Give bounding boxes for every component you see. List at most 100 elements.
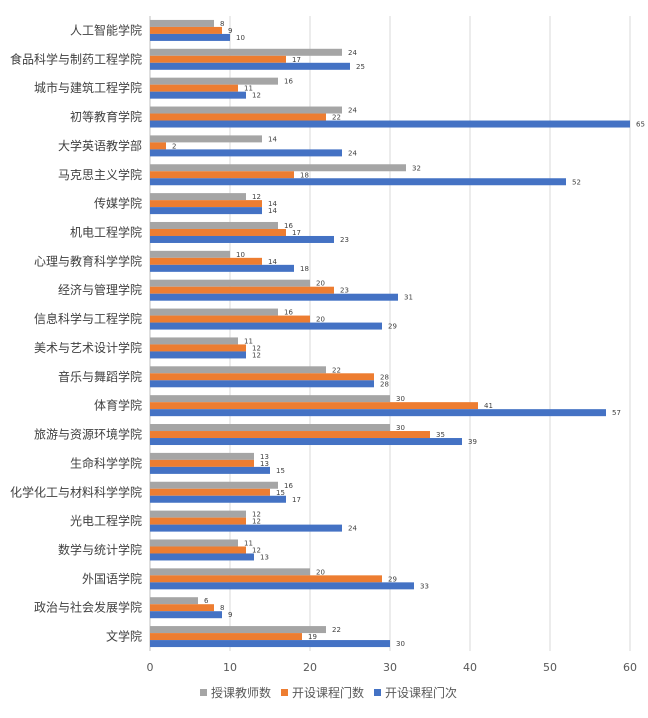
bar-series-3 bbox=[150, 611, 222, 619]
bar-series-1 bbox=[150, 77, 278, 85]
bar-series-1 bbox=[150, 106, 342, 114]
bar-series-1 bbox=[150, 48, 342, 56]
data-label: 13 bbox=[260, 453, 269, 461]
bars bbox=[150, 19, 630, 648]
data-label: 25 bbox=[356, 63, 365, 71]
data-label: 17 bbox=[292, 56, 301, 64]
bar-series-1 bbox=[150, 510, 246, 518]
data-label: 28 bbox=[380, 373, 389, 381]
data-label: 12 bbox=[252, 344, 261, 352]
bar-series-1 bbox=[150, 452, 254, 460]
bar-series-2 bbox=[150, 113, 326, 121]
data-label: 29 bbox=[388, 323, 397, 331]
bar-series-3 bbox=[150, 582, 414, 590]
bar-series-3 bbox=[150, 178, 566, 186]
data-label: 23 bbox=[340, 236, 349, 244]
bar-series-3 bbox=[150, 466, 270, 474]
category-label: 文学院 bbox=[106, 629, 142, 644]
bar-series-1 bbox=[150, 366, 326, 374]
x-tick-label: 60 bbox=[623, 661, 637, 674]
data-label: 30 bbox=[396, 424, 405, 432]
legend-label: 开设课程门次 bbox=[385, 685, 457, 700]
data-label: 12 bbox=[252, 193, 261, 201]
x-tick-label: 30 bbox=[383, 661, 397, 674]
category-label: 食品科学与制药工程学院 bbox=[10, 51, 142, 66]
data-label: 19 bbox=[308, 633, 317, 641]
category-label: 数学与统计学院 bbox=[58, 542, 142, 557]
bar-series-3 bbox=[150, 553, 254, 561]
category-label: 人工智能学院 bbox=[70, 22, 142, 37]
data-label: 65 bbox=[636, 121, 645, 129]
x-tick-label: 10 bbox=[223, 661, 237, 674]
data-label: 20 bbox=[316, 280, 325, 288]
data-label: 24 bbox=[348, 49, 357, 57]
bar-series-2 bbox=[150, 575, 382, 583]
bar-series-2 bbox=[150, 373, 374, 381]
bar-series-1 bbox=[150, 424, 390, 432]
data-label: 13 bbox=[260, 460, 269, 468]
bar-series-2 bbox=[150, 488, 270, 496]
data-label: 6 bbox=[204, 597, 209, 605]
data-label: 20 bbox=[316, 568, 325, 576]
bar-series-3 bbox=[150, 322, 382, 330]
data-label: 29 bbox=[388, 575, 397, 583]
data-label: 9 bbox=[228, 27, 232, 35]
data-label: 12 bbox=[252, 518, 261, 526]
legend-label: 开设课程门数 bbox=[292, 685, 364, 700]
bar-series-3 bbox=[150, 120, 630, 128]
bar-series-2 bbox=[150, 633, 302, 641]
data-label: 24 bbox=[348, 525, 357, 533]
x-tick-labels: 0 10 20 30 40 50 60 bbox=[147, 661, 638, 674]
data-label: 11 bbox=[244, 337, 253, 345]
data-label: 57 bbox=[612, 409, 621, 417]
bar-series-2 bbox=[150, 459, 254, 467]
bar-series-1 bbox=[150, 193, 246, 201]
data-label: 24 bbox=[348, 107, 357, 115]
bar-series-1 bbox=[150, 221, 278, 229]
data-label: 16 bbox=[284, 222, 293, 230]
category-label: 光电工程学院 bbox=[70, 513, 142, 528]
data-label: 8 bbox=[220, 20, 224, 28]
bar-series-2 bbox=[150, 286, 334, 294]
data-label: 16 bbox=[284, 309, 293, 317]
data-label: 11 bbox=[244, 539, 253, 547]
bar-series-2 bbox=[150, 84, 238, 92]
data-label: 15 bbox=[276, 489, 285, 497]
data-label: 23 bbox=[340, 287, 349, 295]
bar-series-1 bbox=[150, 626, 326, 634]
bar-series-1 bbox=[150, 481, 278, 489]
legend-label: 授课教师数 bbox=[211, 685, 271, 700]
bar-series-1 bbox=[150, 395, 390, 403]
bar-series-3 bbox=[150, 91, 246, 99]
bar-series-1 bbox=[150, 135, 262, 143]
bar-series-1 bbox=[150, 279, 310, 287]
x-tick-label: 20 bbox=[303, 661, 317, 674]
data-label: 35 bbox=[436, 431, 445, 439]
data-label: 30 bbox=[396, 395, 405, 403]
data-label: 14 bbox=[268, 258, 277, 266]
data-label: 18 bbox=[300, 171, 309, 179]
data-label: 17 bbox=[292, 496, 301, 504]
x-tick-label: 0 bbox=[147, 661, 154, 674]
x-tick-label: 50 bbox=[543, 661, 557, 674]
data-label: 14 bbox=[268, 135, 277, 143]
data-label: 30 bbox=[396, 640, 405, 648]
category-label: 体育学院 bbox=[94, 398, 142, 413]
bar-series-2 bbox=[150, 344, 246, 352]
data-labels: 8910241725161112242265142243218521214141… bbox=[172, 20, 645, 648]
bar-series-3 bbox=[150, 409, 606, 417]
category-label: 信息科学与工程学院 bbox=[34, 311, 142, 326]
category-label: 心理与教育科学学院 bbox=[34, 253, 142, 268]
bar-series-2 bbox=[150, 200, 262, 208]
data-label: 2 bbox=[172, 142, 176, 150]
bar-series-1 bbox=[150, 539, 238, 547]
bar-series-3 bbox=[150, 640, 390, 648]
data-label: 14 bbox=[268, 207, 277, 215]
bar-series-1 bbox=[150, 597, 198, 605]
data-label: 22 bbox=[332, 366, 341, 374]
data-label: 17 bbox=[292, 229, 301, 237]
bar-series-3 bbox=[150, 235, 334, 243]
bar-series-3 bbox=[150, 293, 398, 301]
data-label: 10 bbox=[236, 251, 245, 259]
